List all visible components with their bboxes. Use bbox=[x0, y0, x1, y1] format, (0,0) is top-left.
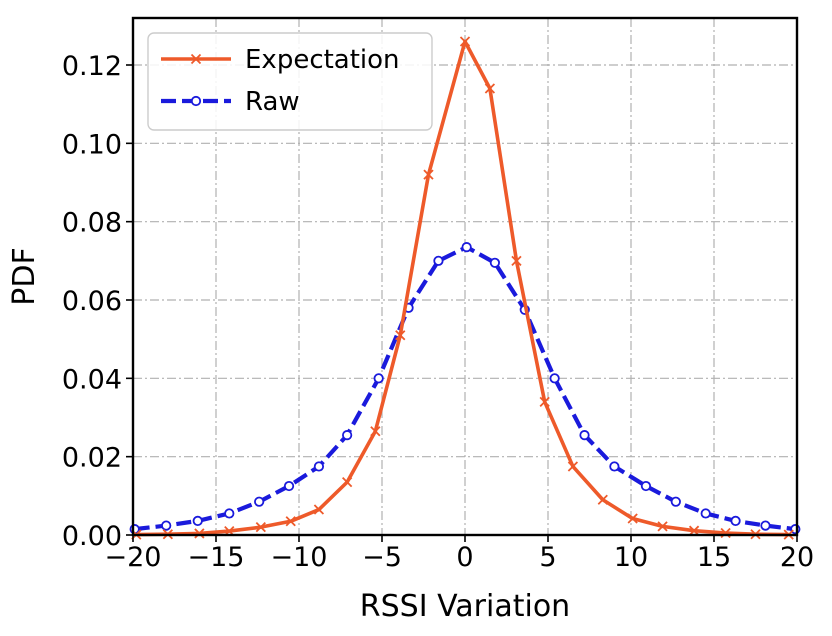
y-tick-label: 0.00 bbox=[62, 521, 122, 552]
data-point-expectation-stroke bbox=[657, 521, 668, 532]
x-tick-label: −15 bbox=[188, 542, 245, 573]
data-point-expectation-stroke bbox=[285, 516, 296, 527]
data-point-expectation bbox=[285, 516, 296, 527]
data-point-expectation-stroke bbox=[597, 494, 608, 505]
data-point-expectation-stroke bbox=[567, 461, 579, 472]
y-tick-label: 0.12 bbox=[62, 51, 122, 82]
data-point-raw bbox=[313, 461, 325, 472]
legend: Expectation Raw bbox=[147, 32, 433, 131]
y-axis-label: PDF bbox=[7, 247, 42, 305]
data-point-expectation bbox=[313, 504, 325, 515]
data-point-expectation-stroke bbox=[459, 36, 471, 47]
y-tick-label: 0.10 bbox=[62, 129, 122, 160]
data-point-expectation bbox=[567, 461, 579, 472]
data-point-expectation-stroke bbox=[395, 330, 406, 341]
data-point-expectation-stroke bbox=[511, 255, 522, 266]
y-tick-label: 0.04 bbox=[62, 364, 122, 395]
legend-item-raw: Raw bbox=[161, 87, 300, 117]
data-point-expectation-stroke bbox=[255, 522, 266, 533]
data-point-expectation bbox=[342, 476, 353, 488]
data-point-raw bbox=[730, 515, 741, 527]
data-point-raw bbox=[461, 242, 472, 253]
legend-marker-expectation bbox=[190, 53, 202, 65]
y-tick-label: 0.08 bbox=[62, 208, 122, 239]
data-point-expectation-stroke bbox=[194, 528, 205, 539]
data-point-expectation bbox=[597, 494, 608, 505]
legend-label-expectation: Expectation bbox=[245, 45, 400, 75]
data-point-raw bbox=[609, 461, 620, 472]
data-point-raw bbox=[670, 496, 681, 507]
data-point-raw bbox=[373, 373, 384, 384]
data-point-expectation bbox=[657, 521, 668, 532]
legend-item-expectation: Expectation bbox=[161, 45, 400, 75]
data-point-raw bbox=[640, 480, 652, 492]
data-point-expectation-stroke bbox=[627, 513, 638, 524]
legend-marker-expectation-stroke bbox=[190, 53, 202, 65]
data-point-expectation bbox=[627, 513, 638, 524]
data-point-raw bbox=[224, 508, 235, 519]
data-point-expectation bbox=[255, 522, 266, 533]
y-tick-label: 0.02 bbox=[62, 443, 122, 474]
data-point-expectation-stroke bbox=[313, 504, 325, 515]
x-tick-label: 15 bbox=[697, 542, 731, 573]
data-point-expectation bbox=[370, 426, 381, 437]
data-point-raw bbox=[549, 373, 560, 384]
data-point-raw bbox=[192, 515, 203, 527]
series-raw bbox=[129, 242, 801, 535]
data-point-expectation bbox=[423, 169, 434, 180]
data-point-expectation bbox=[688, 525, 700, 536]
data-point-expectation-stroke bbox=[688, 525, 700, 536]
x-tick-label: −5 bbox=[362, 542, 402, 573]
ticks-layer bbox=[126, 64, 798, 542]
x-tick-label: 10 bbox=[614, 542, 648, 573]
data-point-expectation-stroke bbox=[539, 396, 550, 407]
data-point-expectation-stroke bbox=[370, 426, 381, 437]
data-point-raw bbox=[489, 257, 500, 268]
data-point-raw bbox=[161, 520, 172, 531]
legend-label-raw: Raw bbox=[245, 87, 300, 117]
data-point-raw bbox=[342, 430, 353, 441]
data-point-raw bbox=[760, 520, 771, 531]
data-point-expectation bbox=[484, 83, 496, 94]
data-point-raw bbox=[433, 255, 444, 266]
data-point-expectation bbox=[459, 36, 471, 47]
y-tick-label: 0.06 bbox=[62, 286, 122, 317]
data-point-expectation bbox=[511, 255, 522, 266]
data-point-expectation-stroke bbox=[484, 83, 496, 94]
x-tick-label: 20 bbox=[780, 542, 814, 573]
tick-label-layer: −20 −15 −10 −5 0 5 10 15 20 0.00 0.02 0.04 0.06 0.08 0… bbox=[62, 51, 814, 573]
data-point-expectation bbox=[395, 330, 406, 341]
data-point-raw bbox=[700, 508, 711, 519]
x-tick-label: 0 bbox=[456, 542, 473, 573]
x-axis-label: RSSI Variation bbox=[360, 589, 570, 624]
legend-marker-raw bbox=[190, 95, 202, 107]
data-point-raw bbox=[579, 430, 590, 441]
data-point-expectation-stroke bbox=[342, 476, 353, 488]
x-tick-label: 5 bbox=[539, 542, 556, 573]
data-point-expectation-stroke bbox=[423, 169, 434, 180]
data-point-raw bbox=[283, 480, 295, 492]
x-tick-label: −20 bbox=[105, 542, 162, 573]
x-tick-label: −10 bbox=[271, 542, 328, 573]
data-point-raw bbox=[254, 496, 265, 507]
data-point-expectation bbox=[194, 528, 205, 539]
data-point-expectation bbox=[539, 396, 550, 407]
